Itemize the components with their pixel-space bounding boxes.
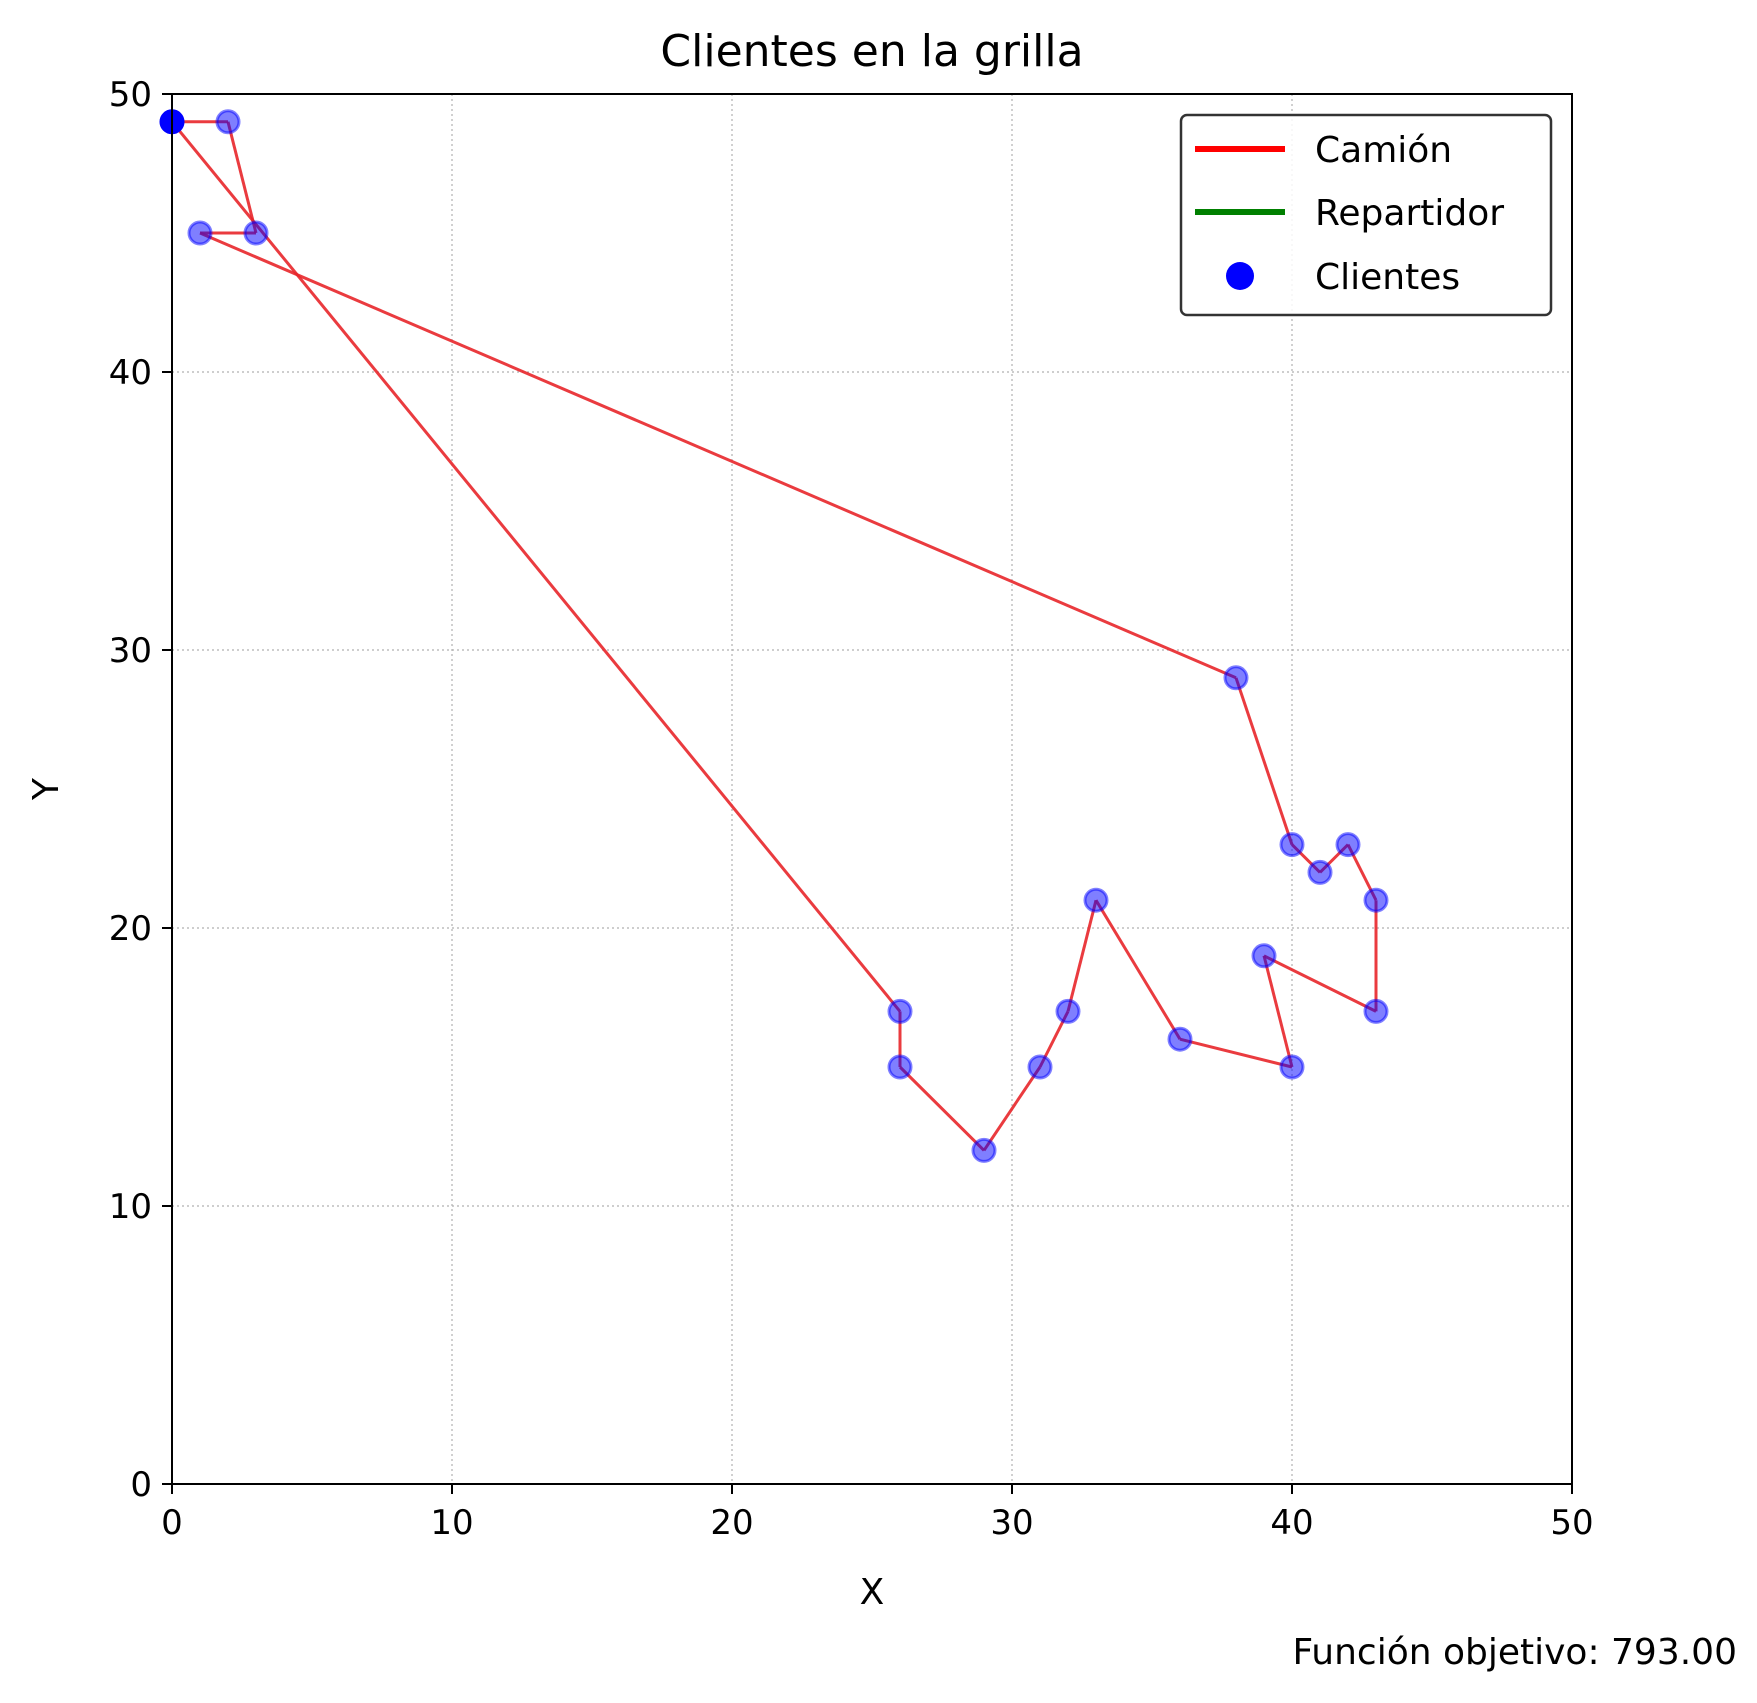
client-point: [1335, 832, 1361, 858]
x-tick-label: 10: [430, 1503, 473, 1543]
x-axis-label: X: [860, 1572, 885, 1613]
x-tick-label: 30: [990, 1503, 1033, 1543]
client-point: [1167, 1026, 1193, 1052]
truck-route-segment: [226, 121, 258, 234]
client-point: [1279, 1054, 1305, 1080]
truck-route-segment: [170, 120, 902, 1013]
y-tick-label: 0: [130, 1465, 152, 1505]
client-point: [1307, 859, 1333, 885]
truck-route-segment: [1234, 677, 1294, 846]
chart-title: Clientes en la grilla: [660, 26, 1083, 77]
legend-marker-clientes: [1226, 262, 1254, 290]
truck-route-segment: [1179, 1037, 1293, 1069]
clients-layer: [159, 109, 1389, 1163]
x-tick-label: 40: [1270, 1503, 1313, 1543]
client-point: [887, 1054, 913, 1080]
y-tick-label: 10: [109, 1187, 152, 1227]
client-point: [1027, 1054, 1053, 1080]
y-tick-label: 20: [109, 909, 152, 949]
x-tick-label: 0: [161, 1503, 183, 1543]
client-point: [1083, 887, 1109, 913]
client-point: [1279, 832, 1305, 858]
client-point: [1223, 665, 1249, 691]
legend-label-camion: Camión: [1315, 130, 1452, 171]
truck-route-segment: [199, 231, 1237, 680]
client-point: [1363, 998, 1389, 1024]
client-point: [971, 1137, 997, 1163]
client-point: [887, 998, 913, 1024]
x-tick-label: 20: [710, 1503, 753, 1543]
grid-lines: [172, 94, 1572, 1484]
client-point: [1251, 943, 1277, 969]
y-axis-label: Y: [26, 777, 67, 801]
client-point: [1363, 887, 1389, 913]
client-point: [1055, 998, 1081, 1024]
x-tick-label: 50: [1550, 1503, 1593, 1543]
legend-label-repartidor: Repartidor: [1315, 193, 1504, 234]
y-tick-label: 50: [109, 75, 152, 115]
client-point: [215, 109, 241, 135]
truck-route-segment: [982, 1066, 1042, 1152]
truck-route-segment: [1066, 899, 1098, 1012]
y-tick-label: 40: [109, 353, 152, 393]
client-point: [243, 220, 269, 246]
objective-value-text: Función objetivo: 793.00: [1293, 1632, 1737, 1673]
truck-route-segment: [1094, 899, 1182, 1040]
legend-label-clientes: Clientes: [1315, 257, 1460, 298]
truck-route-segment: [898, 1065, 986, 1152]
legend: Camión Repartidor Clientes: [1179, 113, 1553, 317]
y-tick-label: 30: [109, 631, 152, 671]
client-point: [187, 220, 213, 246]
plot-frame: [171, 93, 1573, 1485]
axis-ticks: 0 10 20 30 40 50 0 10 20 30 40 50: [109, 75, 1594, 1543]
legend-box: [1179, 113, 1553, 317]
truck-route-segment: [1262, 955, 1294, 1068]
truck-route-segment: [1263, 954, 1377, 1013]
